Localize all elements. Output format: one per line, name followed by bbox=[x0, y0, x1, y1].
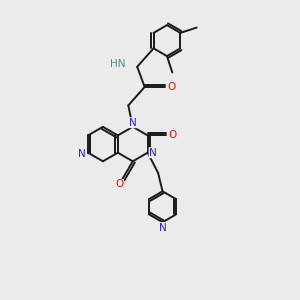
Text: O: O bbox=[115, 179, 124, 190]
Text: N: N bbox=[129, 118, 136, 128]
Text: N: N bbox=[159, 223, 167, 232]
Text: HN: HN bbox=[110, 59, 126, 69]
Text: N: N bbox=[149, 148, 157, 158]
Text: O: O bbox=[168, 130, 176, 140]
Text: O: O bbox=[168, 82, 176, 92]
Text: N: N bbox=[78, 149, 86, 159]
